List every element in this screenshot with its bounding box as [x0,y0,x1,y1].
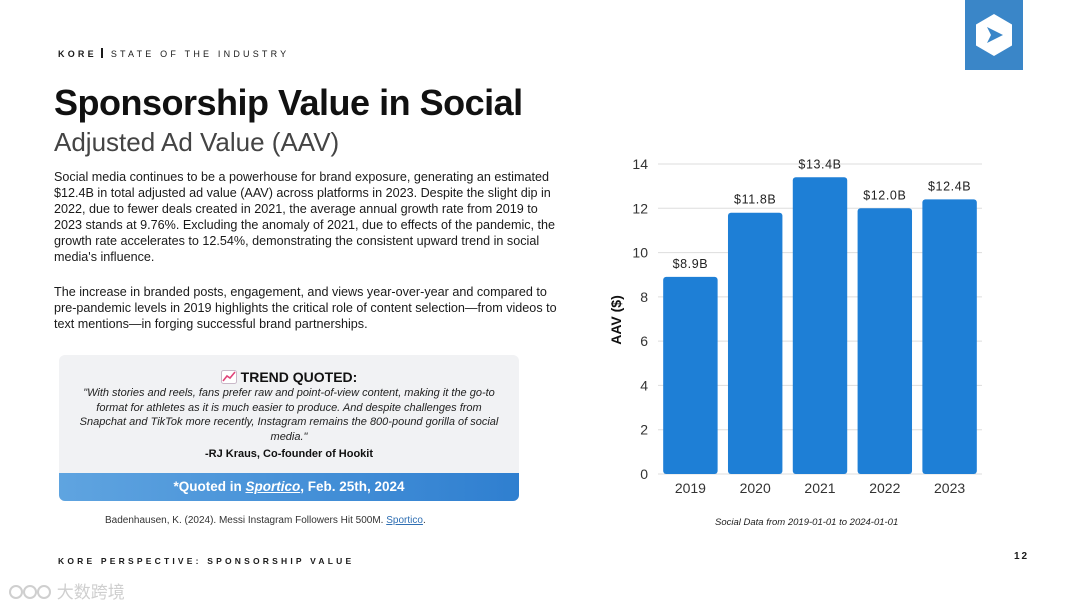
page-footer: KORE PERSPECTIVE: SPONSORSHIP VALUE [58,556,355,566]
bar-2021 [792,177,848,475]
quote-source-link[interactable]: Sportico [245,479,301,494]
data-label-2022: $12.0B [863,188,906,202]
data-label-2019: $8.9B [673,257,709,271]
quote-source-prefix: *Quoted in [173,479,246,494]
quote-text: "With stories and reels, fans prefer raw… [79,387,499,443]
x-tick-label: 2022 [869,480,900,496]
data-label-2021: $13.4B [798,157,841,171]
kore-logo-icon [976,14,1012,56]
bar-2019 [663,276,718,474]
watermark-text: 大数跨境 [56,583,125,602]
y-tick-label: 14 [632,156,648,172]
data-label-2020: $11.8B [734,193,776,207]
chart-x-ticks: 2019 2020 2021 2022 2023 [675,480,966,496]
chart-y-axis-label: AAV ($) [608,295,624,345]
body-paragraph-2: The increase in branded posts, engagemen… [54,285,557,331]
citation-end: . [422,515,426,526]
section-kicker: KORE STATE OF THE INDUSTRY [58,48,289,59]
watermark-logo-icon [9,585,51,599]
page-number: 12 [1014,551,1030,562]
y-tick-label: 8 [640,289,648,305]
chart-data-labels: $8.9B $11.8B $13.4B $12.0B $12.4B [673,157,971,271]
data-label-2023: $12.4B [928,179,971,193]
brand-label: KORE [58,49,97,59]
aav-bar-chart: 0 2 4 6 8 10 12 14 $8.9B $11.8B $13.4B $12.0B $12.4… [608,156,982,496]
x-tick-label: 2020 [740,480,771,496]
citation-text: Badenhausen, K. (2024). Messi Instagram … [105,515,387,526]
quote-author: -RJ Kraus, Co-founder of Hookit [204,448,374,460]
page-subtitle: Adjusted Ad Value (AAV) [54,127,340,157]
trend-quote-card: TREND QUOTED: "With stories and reels, f… [59,355,519,501]
y-tick-label: 4 [640,377,648,393]
quote-heading-text: TREND QUOTED: [240,369,358,385]
y-tick-label: 12 [632,200,648,216]
x-tick-label: 2019 [675,480,706,496]
chart-bars [663,177,977,475]
quote-heading: TREND QUOTED: [59,369,519,385]
watermark: 大数跨境 [8,578,125,603]
y-tick-label: 2 [640,422,648,438]
citation-link[interactable]: Sportico [386,515,423,526]
chart-y-ticks: 0 2 4 6 8 10 12 14 [632,156,648,482]
section-label: STATE OF THE INDUSTRY [110,49,290,59]
bar-2020 [727,212,783,474]
y-tick-label: 6 [640,333,648,349]
x-tick-label: 2023 [934,480,965,496]
citation: Badenhausen, K. (2024). Messi Instagram … [105,515,426,526]
y-tick-label: 0 [640,466,648,482]
y-tick-label: 10 [632,245,648,261]
quote-source-suffix: , Feb. 25th, 2024 [300,479,405,494]
chart-trend-icon [220,370,237,384]
body-paragraph-1: Social media continues to be a powerhous… [54,170,556,264]
bar-2022 [857,208,913,474]
bar-2023 [922,199,977,474]
quote-source-bar: *Quoted in Sportico, Feb. 25th, 2024 [59,473,519,501]
x-tick-label: 2021 [804,480,835,496]
chart-note: Social Data from 2019-01-01 to 2024-01-0… [715,517,899,528]
page-title: Sponsorship Value in Social [54,82,523,123]
kicker-divider [100,48,103,58]
kore-logo [965,0,1023,70]
